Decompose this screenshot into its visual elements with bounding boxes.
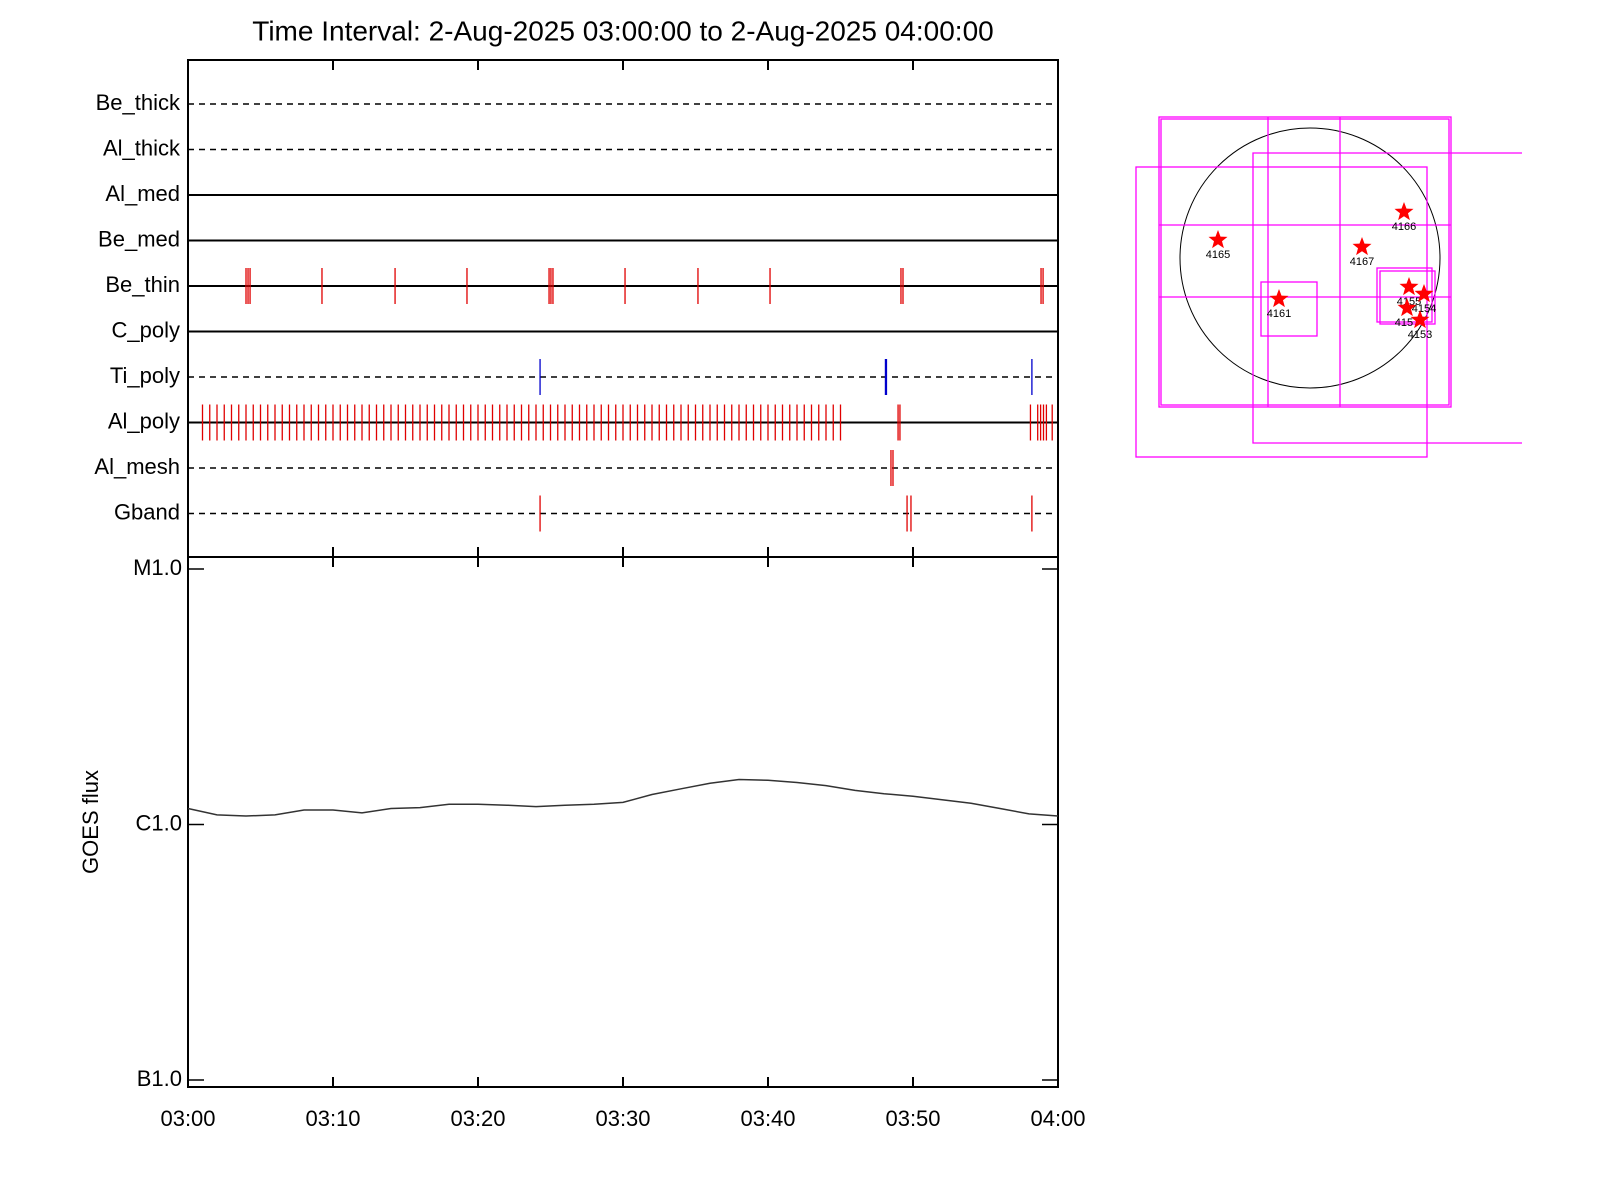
x-tick-label: 04:00 bbox=[1030, 1106, 1085, 1131]
fov-box bbox=[1252, 152, 1522, 444]
y-tick-label: M1.0 bbox=[133, 555, 182, 580]
row-label: Be_med bbox=[98, 226, 180, 251]
row-label: Al_mesh bbox=[94, 454, 180, 479]
fov-box bbox=[1376, 267, 1433, 323]
x-tick-label: 03:20 bbox=[450, 1106, 505, 1131]
region-label: 4167 bbox=[1350, 256, 1374, 268]
region-star bbox=[1352, 237, 1372, 256]
goes-line bbox=[187, 778, 1059, 817]
y-tick-label: C1.0 bbox=[136, 810, 182, 835]
row-label: Ti_poly bbox=[110, 363, 180, 388]
fov-box bbox=[1160, 118, 1450, 406]
fov-box bbox=[1260, 281, 1318, 337]
region-label: 4165 bbox=[1206, 249, 1230, 261]
region-label: 4166 bbox=[1392, 221, 1416, 233]
row-label: Al_poly bbox=[108, 408, 180, 433]
row-label: Be_thick bbox=[96, 90, 181, 115]
row-label: Al_thick bbox=[103, 135, 181, 160]
fov-box bbox=[1158, 116, 1452, 408]
region-star bbox=[1269, 289, 1289, 308]
row-label: Be_thin bbox=[105, 272, 180, 297]
x-tick-label: 03:30 bbox=[595, 1106, 650, 1131]
x-tick-label: 03:50 bbox=[885, 1106, 940, 1131]
region-star bbox=[1399, 277, 1419, 296]
row-label: Al_med bbox=[105, 181, 180, 206]
region-label: 4157 bbox=[1395, 317, 1419, 329]
y-tick-label: B1.0 bbox=[137, 1066, 182, 1091]
x-tick-label: 03:00 bbox=[160, 1106, 215, 1131]
x-tick-label: 03:40 bbox=[740, 1106, 795, 1131]
fov-box bbox=[1135, 166, 1428, 458]
region-star bbox=[1397, 298, 1417, 317]
x-tick-label: 03:10 bbox=[305, 1106, 360, 1131]
chart-title: Time Interval: 2-Aug-2025 03:00:00 to 2-… bbox=[252, 15, 993, 46]
fov-box bbox=[1379, 270, 1436, 325]
row-label: Gband bbox=[114, 499, 180, 524]
solar-disk bbox=[1179, 127, 1441, 389]
region-label: 4153 bbox=[1408, 329, 1432, 341]
plot-frame bbox=[187, 59, 1059, 558]
y-axis-label: GOES flux bbox=[78, 770, 103, 874]
region-star bbox=[1414, 284, 1434, 303]
region-label: 4154 bbox=[1412, 303, 1436, 315]
region-star bbox=[1410, 310, 1430, 329]
row-label: C_poly bbox=[112, 317, 180, 342]
plot-frame bbox=[187, 556, 1059, 1088]
region-label: 4161 bbox=[1267, 308, 1291, 320]
region-star bbox=[1208, 230, 1228, 249]
region-star bbox=[1394, 202, 1414, 221]
